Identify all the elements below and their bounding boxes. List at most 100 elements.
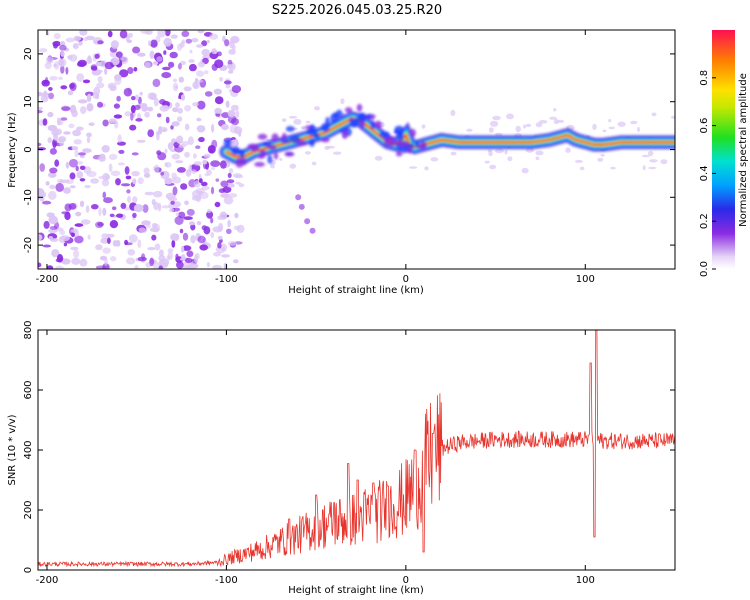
- noise-blob: [42, 244, 52, 248]
- noise-blob: [212, 264, 222, 269]
- noise-blob: [235, 110, 240, 118]
- noise-blob: [163, 105, 169, 109]
- noise-blob: [182, 265, 191, 269]
- noise-blob: [133, 104, 141, 111]
- noise-blob: [48, 92, 55, 100]
- noise-blob: [178, 144, 186, 148]
- noise-blob: [75, 165, 79, 172]
- noise-blob: [188, 59, 195, 63]
- noise-blob: [175, 253, 179, 260]
- noise-blob: [45, 56, 54, 64]
- noise-blob: [490, 120, 499, 127]
- noise-blob: [110, 40, 119, 49]
- noise-blob: [162, 128, 167, 132]
- noise-blob: [535, 150, 544, 156]
- noise-blob: [156, 132, 160, 141]
- noise-blob: [161, 205, 171, 209]
- noise-blob: [188, 63, 197, 72]
- noise-blob: [80, 106, 87, 115]
- noise-blob: [579, 166, 585, 171]
- noise-blob: [116, 213, 124, 218]
- ridge-blob: [309, 124, 316, 133]
- noise-blob: [49, 226, 58, 230]
- noise-blob: [233, 126, 243, 135]
- spectrogram-y-label: Frequency (Hz): [7, 112, 18, 188]
- noise-blob: [59, 44, 67, 51]
- noise-blob: [116, 95, 121, 102]
- y-tick-label: 600: [23, 380, 34, 399]
- noise-blob: [151, 234, 157, 241]
- noise-blob: [132, 196, 138, 204]
- noise-blob: [141, 253, 146, 261]
- noise-blob: [88, 122, 95, 126]
- noise-blob: [86, 132, 92, 138]
- noise-blob: [79, 200, 85, 207]
- noise-blob: [113, 103, 120, 109]
- snr-x-axis: -200 -100 0 100: [36, 330, 595, 586]
- noise-blob: [95, 62, 102, 67]
- noise-blob: [515, 125, 521, 133]
- ridge-blob: [335, 109, 343, 118]
- noise-blob: [143, 167, 150, 175]
- ridge-blob: [239, 149, 245, 159]
- noise-blob: [314, 106, 320, 111]
- noise-blob: [637, 126, 640, 133]
- noise-blob: [69, 185, 76, 189]
- ridge-blob: [259, 149, 267, 157]
- snr-series-line: [38, 330, 675, 568]
- noise-blob: [223, 80, 232, 85]
- ridge-blob: [262, 142, 272, 148]
- noise-blob: [289, 163, 297, 169]
- noise-blob: [90, 66, 98, 71]
- noise-blob: [172, 107, 179, 113]
- noise-blob: [211, 139, 218, 149]
- noise-blob: [74, 149, 79, 158]
- noise-blob: [221, 124, 229, 131]
- noise-blob: [492, 115, 501, 121]
- noise-blob: [85, 205, 90, 213]
- noise-blob: [177, 63, 182, 70]
- noise-blob: [86, 56, 93, 64]
- noise-blob: [49, 76, 58, 81]
- noise-blob: [55, 182, 64, 192]
- noise-blob: [231, 85, 242, 94]
- ridge-blob: [379, 131, 391, 139]
- noise-blob: [234, 212, 239, 219]
- noise-blob: [304, 151, 311, 155]
- ridge-blob: [249, 144, 260, 152]
- noise-blob: [466, 128, 473, 132]
- noise-blob: [129, 124, 137, 131]
- noise-blob: [170, 34, 178, 39]
- noise-blob: [228, 193, 238, 198]
- y-tick-label: 200: [23, 500, 34, 519]
- ridge-blob: [267, 155, 273, 164]
- noise-blob: [238, 183, 245, 188]
- noise-blob: [198, 136, 205, 143]
- noise-blob: [298, 203, 305, 210]
- noise-blob: [60, 50, 65, 57]
- noise-blob: [107, 30, 113, 38]
- colorbar-gradient: [712, 30, 735, 269]
- noise-blob: [104, 67, 108, 75]
- noise-blob: [154, 243, 161, 251]
- noise-blob: [163, 37, 172, 47]
- noise-blob: [134, 94, 140, 101]
- noise-blob: [154, 164, 160, 174]
- x-tick-label: 100: [576, 575, 595, 586]
- noise-blob: [105, 233, 115, 238]
- noise-blob: [48, 171, 57, 178]
- noise-blob: [63, 187, 71, 194]
- y-tick-label: -10: [23, 189, 34, 205]
- noise-blob: [196, 79, 204, 83]
- noise-blob: [104, 257, 108, 266]
- noise-blob: [70, 246, 79, 251]
- noise-blob: [549, 116, 557, 120]
- noise-blob: [215, 178, 220, 182]
- spectrogram-x-axis: -200 -100 0 100: [36, 30, 595, 285]
- noise-blob: [279, 157, 283, 161]
- noise-blob: [138, 227, 146, 233]
- noise-blob: [226, 64, 234, 69]
- noise-blob: [82, 148, 92, 153]
- noise-blob: [94, 40, 98, 45]
- noise-blob: [188, 263, 199, 269]
